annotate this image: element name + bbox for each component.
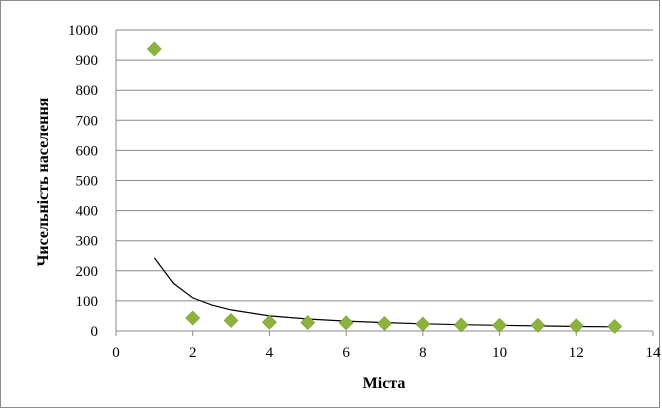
y-tick-label: 400	[76, 204, 99, 220]
data-point	[300, 315, 316, 330]
y-tick-label: 700	[76, 113, 99, 129]
y-tick-label: 800	[76, 83, 99, 99]
grid	[116, 29, 653, 302]
data-point	[146, 41, 162, 57]
x-axis-title: Міста	[363, 375, 406, 392]
data-point	[223, 313, 239, 328]
y-tick-label: 0	[91, 324, 99, 340]
x-tick-label: 10	[492, 345, 507, 361]
y-axis-title: Чисельність населення	[35, 97, 52, 266]
x-tick-label: 2	[189, 345, 197, 361]
y-tick-label: 500	[76, 174, 99, 190]
data-point	[415, 316, 431, 332]
data-point	[530, 317, 546, 333]
x-tick-label: 4	[266, 345, 274, 361]
data-points	[146, 41, 623, 334]
y-tick-label: 900	[76, 53, 99, 69]
data-point	[185, 310, 201, 326]
x-tick-label: 8	[419, 345, 427, 361]
y-tick-label: 1000	[68, 23, 98, 39]
data-point	[453, 317, 469, 333]
data-point	[262, 314, 277, 330]
x-tick-label: 14	[646, 345, 662, 361]
axes	[115, 30, 654, 336]
data-point	[338, 315, 354, 331]
data-point	[607, 319, 623, 334]
x-tick-label: 0	[112, 345, 120, 361]
x-tick-label: 12	[569, 345, 584, 361]
data-point	[492, 317, 507, 333]
y-tick-label: 300	[76, 234, 99, 250]
data-point	[568, 318, 584, 334]
y-tick-label: 100	[76, 294, 99, 310]
y-tick-labels: 0 100 200 300 400 500 600 700 800 900 1000	[68, 23, 98, 340]
y-tick-label: 200	[76, 264, 99, 280]
x-tick-labels: 0 2 4 6 8 10 12 14	[112, 345, 661, 361]
x-tick-label: 6	[342, 345, 350, 361]
y-tick-label: 600	[76, 143, 99, 159]
data-point	[377, 316, 392, 331]
